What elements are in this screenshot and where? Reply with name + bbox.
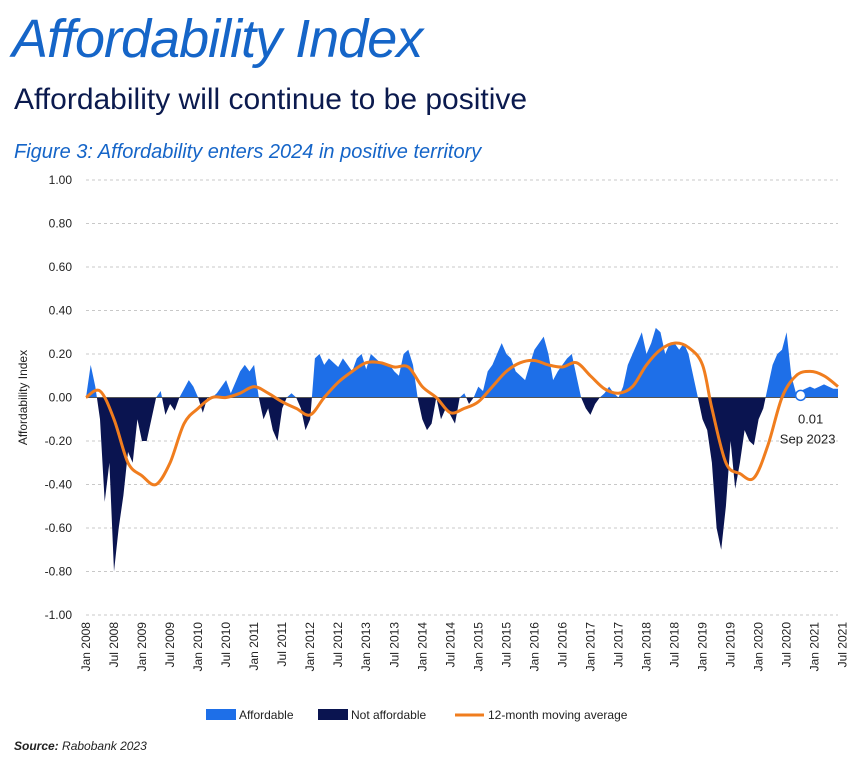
annotation-marker <box>794 389 807 402</box>
moving-average-line <box>85 341 839 487</box>
figure-caption: Figure 3: Affordability enters 2024 in p… <box>14 141 482 163</box>
x-tick-label: Jul 2008 <box>107 622 121 668</box>
source-text: Rabobank 2023 <box>62 739 147 753</box>
page-title: Affordability Index <box>12 9 423 69</box>
x-tick-label: Jan 2015 <box>471 622 485 672</box>
y-tick-label: 1.00 <box>49 173 73 187</box>
x-tick-label: Jul 2018 <box>668 622 682 668</box>
not-affordable-area <box>86 397 838 572</box>
legend-swatch-not-affordable <box>318 709 348 720</box>
x-tick-label: Jan 2009 <box>135 622 149 672</box>
legend-label-moving-average: 12-month moving average <box>488 708 628 722</box>
x-tick-label: Jul 2011 <box>275 622 289 667</box>
x-tick-label: Jan 2016 <box>527 622 541 672</box>
y-tick-label: -0.40 <box>45 478 73 492</box>
y-tick-label: 0.40 <box>49 304 73 318</box>
x-tick-label: Jan 2014 <box>415 622 429 672</box>
x-tick-label: Jan 2020 <box>752 622 766 672</box>
legend-label-affordable: Affordable <box>239 708 294 722</box>
source-note: Source: Rabobank 2023 <box>14 739 147 753</box>
affordable-area <box>86 327 838 398</box>
affordability-chart: 1.00 0.80 0.60 0.40 0.20 0.00 -0.20 -0.40 -0.60 -… <box>16 173 849 722</box>
y-tick-label: 0.60 <box>49 260 73 274</box>
y-tick-label: -0.60 <box>45 521 73 535</box>
x-tick-label: Jan 2019 <box>696 622 710 672</box>
x-tick-label: Jul 2014 <box>443 622 457 668</box>
legend-label-not-affordable: Not affordable <box>351 708 426 722</box>
annotation-value: 0.01 <box>798 411 823 426</box>
x-tick-label: Jan 2018 <box>640 622 654 672</box>
x-tick-label: Jan 2010 <box>191 622 205 672</box>
x-tick-label: Jul 2017 <box>612 622 626 668</box>
y-axis-ticks: 1.00 0.80 0.60 0.40 0.20 0.00 -0.20 -0.40 -0.60 -… <box>45 173 73 622</box>
x-tick-label: Jan 2008 <box>79 622 93 672</box>
page-subtitle: Affordability will continue to be positi… <box>14 83 528 116</box>
y-tick-label: -1.00 <box>45 608 73 622</box>
y-tick-label: 0.20 <box>49 347 73 361</box>
x-tick-label: Jul 2016 <box>555 622 569 668</box>
x-tick-label: Jan 2013 <box>359 622 373 672</box>
x-tick-label: Jul 2020 <box>780 622 794 668</box>
x-tick-label: Jan 2012 <box>303 622 317 672</box>
y-tick-label: 0.00 <box>49 391 73 405</box>
x-tick-label: Jul 2012 <box>331 622 345 668</box>
x-tick-label: Jul 2021 <box>836 622 849 668</box>
x-tick-label: Jul 2009 <box>163 622 177 668</box>
legend-swatch-affordable <box>206 709 236 720</box>
index-area <box>86 327 838 572</box>
source-label: Source: <box>14 739 59 753</box>
moving-average-path <box>85 341 839 487</box>
x-tick-label: Jan 2011 <box>247 622 261 671</box>
x-tick-label: Jan 2017 <box>583 622 597 672</box>
x-tick-label: Jul 2013 <box>387 622 401 668</box>
annotation: 0.01 Sep 2023 <box>780 389 836 446</box>
x-axis-ticks: Jan 2008 Jul 2008 Jan 2009 Jul 2009 Jan 2010… <box>79 622 849 672</box>
legend: Affordable Not affordable 12-month moving … <box>206 708 628 722</box>
x-tick-label: Jul 2015 <box>499 622 513 668</box>
y-tick-label: -0.20 <box>45 434 73 448</box>
x-tick-label: Jul 2019 <box>724 622 738 668</box>
x-tick-label: Jul 2010 <box>219 622 233 668</box>
y-axis-label: Affordability Index <box>16 350 30 445</box>
x-tick-label: Jan 2021 <box>808 622 822 672</box>
y-tick-label: -0.80 <box>45 565 73 579</box>
annotation-date: Sep 2023 <box>780 431 836 446</box>
y-tick-label: 0.80 <box>49 217 73 231</box>
